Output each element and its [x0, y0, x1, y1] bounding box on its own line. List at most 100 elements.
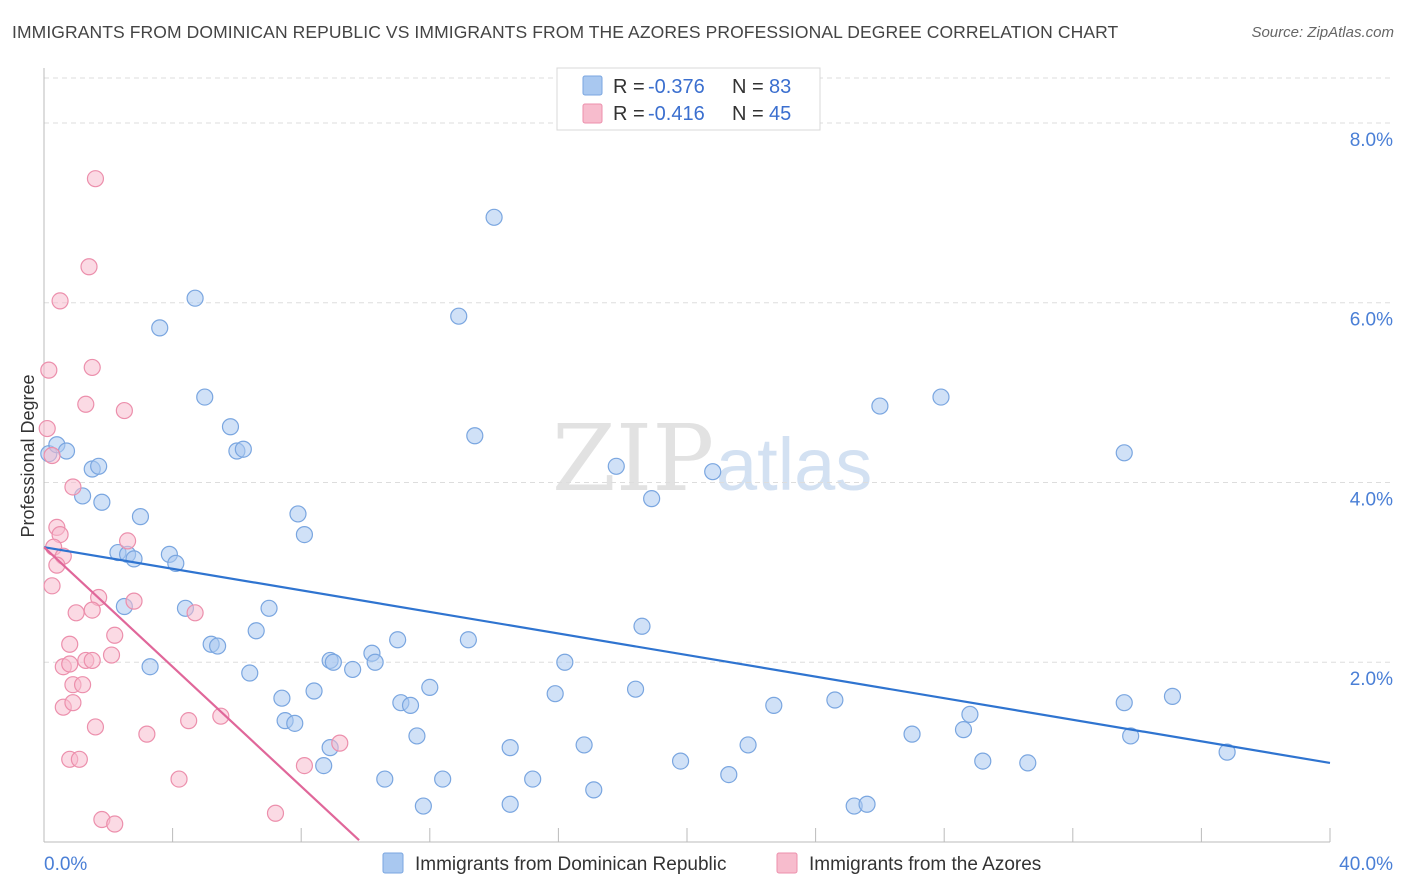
source-label: Source: ZipAtlas.com: [1251, 24, 1394, 41]
pink-point-44: [266, 804, 285, 822]
pink-point-28: [61, 655, 79, 673]
blue-point-82: [1218, 743, 1236, 761]
pink-point-9: [64, 478, 82, 496]
y-tick-label-1: 4.0%: [1350, 489, 1393, 510]
blue-point-65: [720, 765, 738, 784]
blue-point-81: [1163, 687, 1182, 705]
pink-point-15: [118, 532, 137, 550]
blue-point-68: [826, 691, 844, 709]
blue-point-44: [315, 756, 333, 775]
pink-point-36: [212, 707, 230, 725]
blue-point-79: [1115, 694, 1133, 712]
x-axis-ticks: [172, 828, 1331, 842]
pink-point-8: [43, 446, 61, 465]
blue-point-78: [1115, 444, 1133, 462]
series-legend-label-pink: Immigrants from the Azores: [809, 854, 1041, 875]
stats-legend: R = -0.376 N = 83 R = -0.416 N = 45: [556, 67, 821, 131]
legend-n-value-blue: 83: [769, 76, 791, 98]
pink-point-5: [77, 395, 95, 413]
blue-point-13: [131, 508, 150, 526]
y-tick-label-0: 2.0%: [1350, 669, 1393, 690]
blue-point-58: [585, 781, 603, 799]
pink-point-35: [180, 712, 198, 730]
legend-n-label-pink: N =: [732, 103, 764, 125]
blue-point-74: [954, 721, 973, 739]
blue-point-23: [247, 622, 265, 640]
blue-point-76: [974, 752, 992, 770]
blue-point-30: [305, 682, 323, 700]
pink-point-22: [61, 635, 79, 653]
x-tick-label-min: 0.0%: [44, 854, 87, 875]
blue-point-51: [485, 208, 503, 226]
legend-r-label-blue: R =: [613, 76, 645, 98]
blue-point-45: [376, 770, 394, 788]
blue-point-52: [501, 739, 519, 757]
blue-point-7: [186, 289, 204, 307]
blue-point-62: [643, 490, 661, 508]
chart-title: IMMIGRANTS FROM DOMINICAN REPUBLIC VS IM…: [12, 22, 1119, 42]
pink-point-30: [73, 676, 92, 694]
pink-point-3: [40, 361, 58, 379]
gridlines: [44, 77, 1393, 663]
blue-point-8: [151, 319, 169, 337]
blue-point-41: [408, 727, 426, 745]
blue-point-12: [234, 440, 252, 458]
legend-r-value-blue: -0.376: [648, 76, 705, 98]
pink-point-18: [125, 592, 143, 610]
blue-point-60: [626, 680, 645, 698]
watermark-atlas: atlas: [716, 423, 872, 506]
blue-point-53: [524, 770, 542, 788]
series-legend: Immigrants from Dominican Republic Immig…: [382, 852, 1041, 875]
pink-point-43: [106, 815, 124, 833]
blue-point-63: [671, 752, 690, 770]
blue-point-47: [434, 770, 452, 788]
pink-point-24: [102, 646, 121, 664]
pink-point-20: [83, 601, 101, 619]
legend-n-value-pink: 45: [769, 103, 791, 125]
blue-point-22: [209, 637, 227, 655]
series-legend-swatch-blue: [382, 852, 404, 874]
legend-r-value-pink: -0.416: [648, 103, 705, 125]
blue-point-4: [90, 457, 108, 475]
pink-point-7: [38, 419, 56, 438]
legend-r-label-pink: R =: [613, 103, 645, 125]
blue-point-50: [459, 631, 477, 649]
blue-point-10: [221, 418, 240, 436]
x-tick-label-max: 40.0%: [1339, 854, 1393, 875]
legend-n-label-blue: N =: [732, 76, 764, 98]
blue-point-42: [421, 678, 439, 697]
y-tick-label-3: 8.0%: [1350, 130, 1393, 151]
pink-point-0: [86, 170, 105, 188]
blue-point-2: [57, 442, 76, 460]
pink-point-38: [70, 750, 88, 768]
blue-point-5: [93, 493, 111, 511]
blue-point-18: [167, 554, 185, 572]
blue-point-59: [607, 457, 625, 475]
blue-point-40: [401, 696, 420, 714]
blue-point-46: [414, 797, 432, 815]
pink-point-4: [83, 358, 101, 377]
pink-point-6: [115, 401, 133, 420]
blue-point-72: [903, 725, 921, 743]
pink-point-26: [83, 651, 101, 670]
watermark: ZIP atlas: [552, 405, 872, 512]
blue-point-48: [450, 307, 468, 325]
watermark-zip: ZIP: [552, 405, 714, 512]
pink-point-21: [186, 604, 204, 622]
blue-point-54: [501, 795, 519, 813]
blue-point-32: [295, 526, 314, 544]
legend-swatch-pink: [582, 103, 603, 124]
pink-point-40: [295, 756, 314, 775]
pink-point-16: [43, 577, 61, 595]
blue-point-25: [141, 658, 159, 676]
blue-point-80: [1122, 727, 1140, 745]
blue-point-56: [575, 736, 593, 754]
blue-point-16: [125, 550, 143, 568]
blue-point-61: [633, 617, 651, 635]
pink-point-32: [64, 694, 82, 712]
pink-point-23: [106, 626, 124, 644]
blue-point-29: [286, 714, 304, 732]
series-legend-swatch-pink: [776, 852, 798, 874]
pink-point-34: [138, 725, 156, 743]
